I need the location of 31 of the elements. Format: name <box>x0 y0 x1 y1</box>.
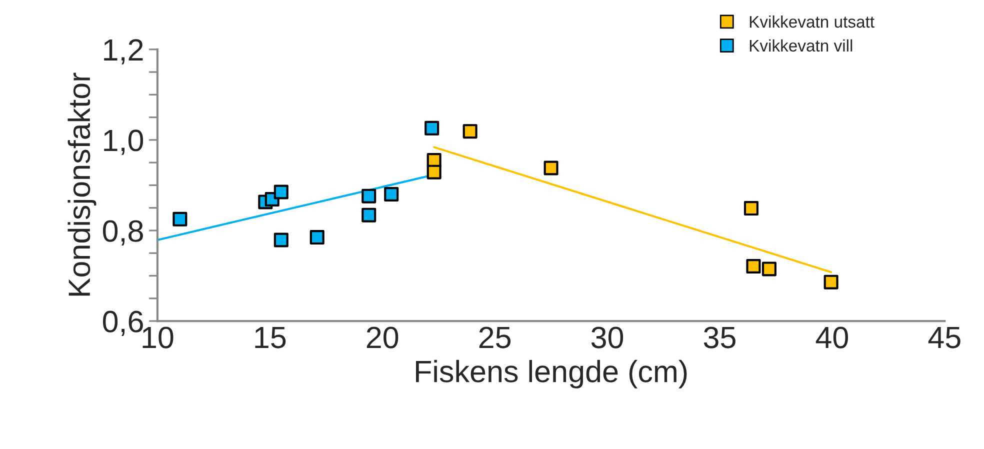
point <box>384 187 399 202</box>
legend-label: Kvikkevatn utsatt <box>750 15 874 28</box>
x-tick-label: 15 <box>255 327 286 348</box>
point <box>362 208 376 222</box>
x-tick-label: 10 <box>142 326 174 348</box>
x-tick-label: 30 <box>591 326 624 348</box>
x-tick-label: 25 <box>479 326 511 348</box>
point <box>274 232 288 248</box>
point <box>544 160 558 176</box>
point <box>424 120 440 136</box>
y-tick-label: 1,0 <box>104 130 144 155</box>
x-tick-label: 20 <box>366 326 398 348</box>
point <box>824 274 838 290</box>
point <box>462 124 478 139</box>
point <box>744 201 758 216</box>
point <box>172 212 188 226</box>
y-axis-title: Kondisjonsfaktor <box>68 72 96 296</box>
point <box>746 258 761 274</box>
legend-label: Kvikkevatn vill <box>750 39 852 52</box>
x-tick-label: 40 <box>816 326 848 348</box>
y-tick-label: 1,2 <box>104 39 143 64</box>
point <box>310 230 324 245</box>
point <box>426 164 442 180</box>
y-tick-label: 0,6 <box>102 310 143 336</box>
x-axis-title: Fiskens lengde (cm) <box>416 360 687 388</box>
point <box>362 188 376 204</box>
point <box>274 184 288 200</box>
x-tick-label: 35 <box>704 326 736 348</box>
y-tick-label: 0,8 <box>102 220 143 246</box>
point <box>762 262 776 276</box>
x-tick-label: 45 <box>928 327 960 348</box>
